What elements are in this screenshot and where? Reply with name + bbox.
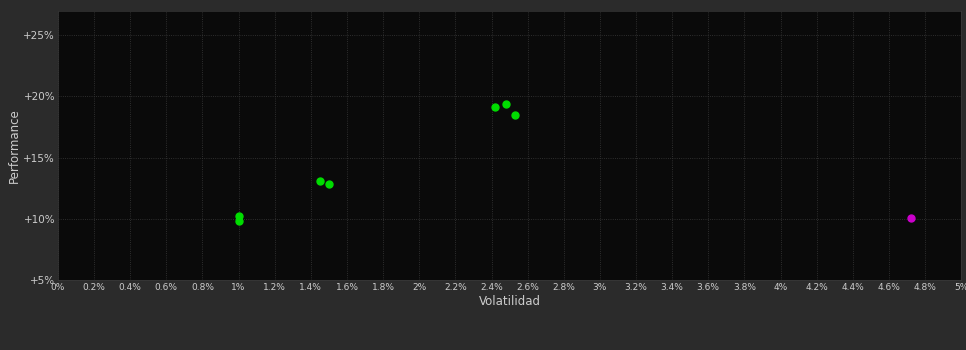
Point xyxy=(498,101,514,106)
Point xyxy=(231,213,246,218)
Point xyxy=(312,178,327,184)
X-axis label: Volatilidad: Volatilidad xyxy=(478,295,541,308)
Point xyxy=(488,105,503,110)
Point xyxy=(903,215,919,221)
Y-axis label: Performance: Performance xyxy=(8,108,20,183)
Point xyxy=(231,218,246,224)
Point xyxy=(321,182,337,187)
Point xyxy=(507,112,523,118)
